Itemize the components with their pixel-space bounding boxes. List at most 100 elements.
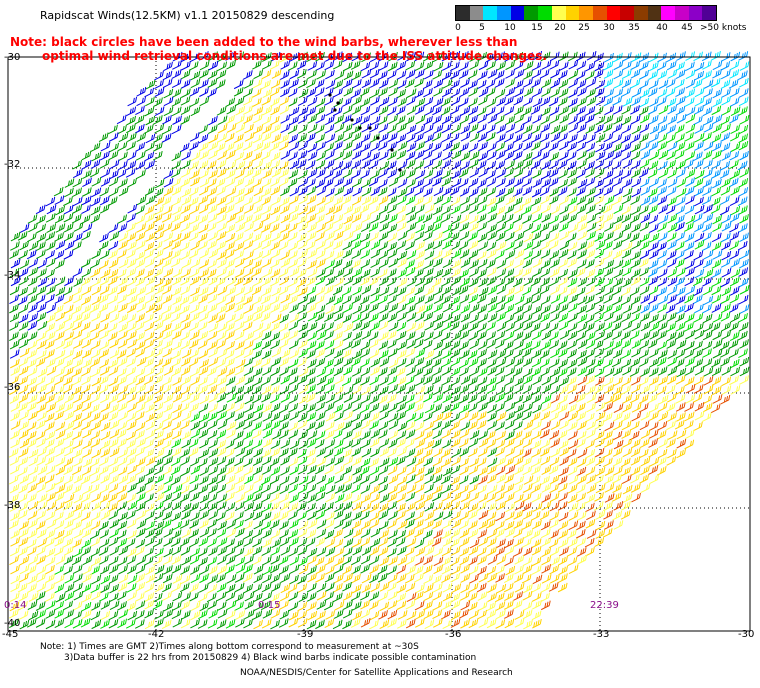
wind-barb-path <box>702 277 712 287</box>
wind-barb-path <box>603 132 614 143</box>
wind-barb <box>585 285 595 295</box>
wind-barb-path <box>271 123 282 134</box>
wind-barb <box>541 259 551 269</box>
wind-barb-path <box>270 331 280 342</box>
wind-barb <box>334 186 345 196</box>
wind-barb-path <box>242 275 253 286</box>
wind-barb-path <box>145 303 156 313</box>
wind-barb <box>504 142 514 153</box>
wind-barb-path <box>675 231 685 242</box>
wind-barb-path <box>127 294 138 305</box>
wind-barb <box>550 78 561 89</box>
wind-barb-path <box>323 240 334 250</box>
wind-barb <box>711 186 721 197</box>
wind-barb-path <box>604 259 615 270</box>
wind-barb-path <box>558 178 568 189</box>
wind-barb <box>631 168 641 179</box>
wind-barb <box>739 339 749 349</box>
wind-barb <box>360 249 371 259</box>
wind-barb-path <box>352 304 363 315</box>
wind-barb <box>98 259 109 270</box>
wind-barb-path <box>108 268 119 279</box>
wind-barb <box>190 70 201 81</box>
wind-barb-path <box>604 340 614 351</box>
wind-barb-path <box>666 186 677 197</box>
wind-barb <box>414 214 425 224</box>
wind-barb <box>684 241 695 251</box>
wind-barb <box>278 267 289 278</box>
wind-barb <box>109 159 120 170</box>
wind-barb <box>189 231 199 242</box>
wind-barb <box>496 61 506 71</box>
wind-barb <box>226 213 237 223</box>
wind-barb-path <box>360 86 370 97</box>
wind-barb <box>55 223 66 233</box>
wind-barb <box>180 159 191 170</box>
wind-barb-path <box>406 105 417 115</box>
wind-barb-path <box>334 150 345 161</box>
wind-barb <box>568 312 578 323</box>
wind-barb-path <box>217 205 227 216</box>
wind-barb-path <box>730 312 741 323</box>
wind-barb-path <box>467 69 478 80</box>
wind-barb-path <box>63 294 74 305</box>
wind-barb-path <box>720 195 730 205</box>
wind-barb <box>387 312 398 323</box>
wind-barb-path <box>180 340 191 350</box>
wind-barb <box>243 79 254 89</box>
wind-barb <box>153 321 164 331</box>
wind-barb-path <box>630 105 640 115</box>
wind-barb-path <box>558 312 569 323</box>
wind-barb <box>469 267 479 278</box>
wind-barb <box>495 339 505 349</box>
wind-barb <box>189 330 200 341</box>
wind-barb-path <box>505 87 516 97</box>
wind-barb-path <box>674 258 685 269</box>
wind-barb-path <box>415 141 425 151</box>
wind-barb-path <box>307 61 318 71</box>
wind-barb-path <box>343 131 353 142</box>
wind-barb-path <box>577 231 588 241</box>
wind-barb-path <box>406 312 417 322</box>
wind-barb <box>207 78 218 88</box>
wind-barb-path <box>530 340 541 351</box>
wind-barb <box>602 203 613 214</box>
wind-barb <box>478 313 489 323</box>
wind-barb <box>415 114 426 125</box>
wind-barb <box>368 222 379 232</box>
wind-barb <box>630 60 641 71</box>
wind-barb <box>630 159 641 170</box>
wind-barb-path <box>162 258 172 268</box>
wind-barb-path <box>172 275 182 286</box>
wind-barb-path <box>253 186 264 197</box>
wind-barb-path <box>640 88 650 99</box>
wind-barb <box>278 322 289 333</box>
wind-barb-path <box>603 240 613 251</box>
wind-barb <box>512 277 523 288</box>
wind-barb <box>702 258 713 269</box>
wind-barb-path <box>702 97 713 107</box>
wind-barb <box>414 312 425 322</box>
wind-barb-path <box>487 213 497 223</box>
wind-barb <box>289 159 300 170</box>
wind-barb <box>343 131 353 142</box>
wind-barb <box>468 123 479 133</box>
wind-barb-path <box>512 133 523 143</box>
wind-barb <box>234 241 245 252</box>
wind-barb-path <box>63 250 74 260</box>
wind-barb-path <box>558 268 569 279</box>
wind-barb <box>685 177 695 187</box>
wind-barb-path <box>307 249 318 259</box>
wind-barb-path <box>387 339 397 349</box>
wind-barb <box>523 295 533 306</box>
wind-barb <box>280 223 290 234</box>
wind-barb <box>243 285 254 296</box>
wind-barb <box>235 160 246 171</box>
wind-barb-path <box>406 142 417 152</box>
wind-barb-path <box>28 312 39 323</box>
wind-barb-path <box>487 285 498 295</box>
wind-barb <box>675 69 686 80</box>
wind-barb <box>495 142 506 152</box>
wind-barb-path <box>549 276 560 287</box>
wind-barb-path <box>549 232 560 242</box>
